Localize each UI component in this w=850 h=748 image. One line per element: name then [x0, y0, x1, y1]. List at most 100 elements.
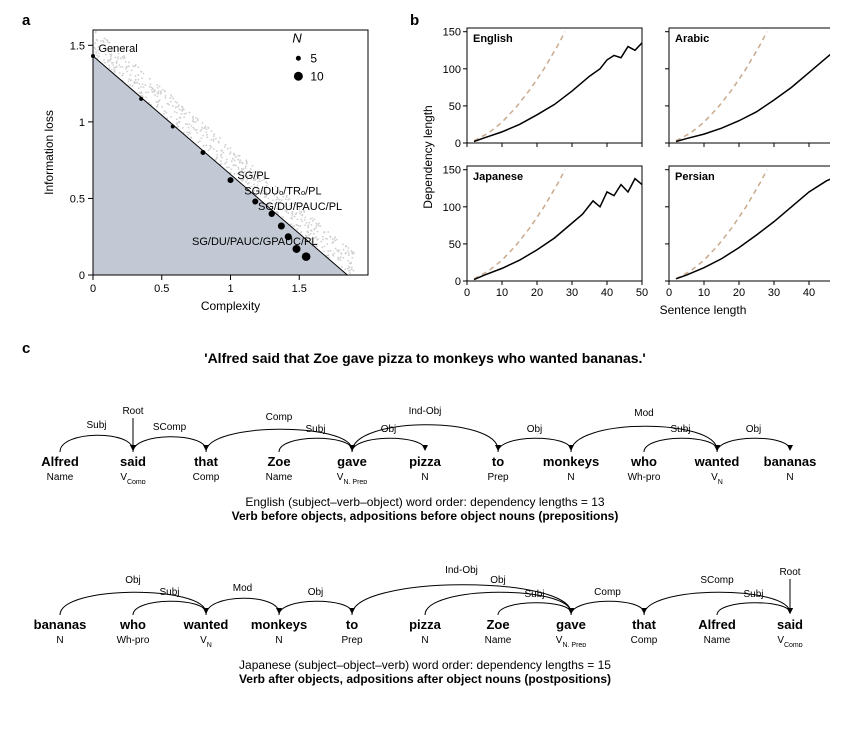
- panel-b-svg: English050100150ArabicJapanese0102030405…: [420, 20, 830, 320]
- svg-text:N: N: [275, 635, 282, 646]
- svg-text:0: 0: [90, 283, 96, 295]
- svg-text:VComp: VComp: [777, 635, 802, 647]
- svg-text:Obj: Obj: [746, 424, 762, 435]
- svg-text:1: 1: [227, 283, 233, 295]
- svg-text:Persian: Persian: [675, 171, 715, 183]
- svg-text:wanted: wanted: [694, 454, 740, 469]
- svg-text:0.5: 0.5: [154, 283, 169, 295]
- svg-text:gave: gave: [556, 617, 586, 632]
- svg-text:Subj: Subj: [159, 587, 179, 598]
- svg-text:Alfred: Alfred: [698, 617, 736, 632]
- svg-text:1.5: 1.5: [70, 40, 85, 52]
- japanese-caption1: Japanese (subject–object–verb) word orde…: [30, 658, 820, 672]
- japanese-caption2: Verb after objects, adpositions after ob…: [30, 672, 820, 686]
- svg-text:50: 50: [449, 101, 461, 113]
- svg-text:to: to: [346, 617, 358, 632]
- svg-text:0: 0: [464, 287, 470, 299]
- svg-text:that: that: [632, 617, 657, 632]
- svg-text:Obj: Obj: [527, 424, 543, 435]
- japanese-tree-svg: bananasNwhoWh-prowantedVNmonkeysNtoPrepp…: [30, 537, 820, 647]
- english-caption1: English (subject–verb–object) word order…: [30, 495, 820, 509]
- svg-text:0: 0: [455, 138, 461, 150]
- svg-text:Comp: Comp: [594, 587, 621, 598]
- svg-text:pizza: pizza: [409, 454, 442, 469]
- svg-text:VN: VN: [200, 635, 212, 647]
- svg-text:Complexity: Complexity: [201, 299, 260, 313]
- svg-text:VN, Prep: VN, Prep: [556, 635, 587, 647]
- svg-text:Prep: Prep: [487, 472, 509, 483]
- svg-text:SG/DU/PAUC/PL: SG/DU/PAUC/PL: [258, 201, 342, 213]
- panel-c: 'Alfred said that Zoe gave pizza to monk…: [30, 350, 820, 730]
- svg-text:N: N: [421, 635, 428, 646]
- svg-text:N: N: [567, 472, 574, 483]
- svg-text:Subj: Subj: [305, 424, 325, 435]
- svg-text:Comp: Comp: [631, 635, 658, 646]
- svg-text:Obj: Obj: [125, 575, 141, 586]
- svg-text:Sentence length: Sentence length: [660, 303, 747, 317]
- svg-text:SComp: SComp: [153, 422, 187, 433]
- svg-text:N: N: [292, 30, 302, 45]
- panel-b: English050100150ArabicJapanese0102030405…: [420, 20, 830, 320]
- svg-text:Wh-pro: Wh-pro: [628, 472, 661, 483]
- svg-text:0: 0: [79, 270, 85, 282]
- svg-text:English: English: [473, 33, 513, 45]
- svg-text:40: 40: [601, 287, 613, 299]
- svg-text:20: 20: [733, 287, 745, 299]
- svg-text:30: 30: [566, 287, 578, 299]
- svg-text:Name: Name: [485, 635, 512, 646]
- svg-text:that: that: [194, 454, 219, 469]
- svg-text:who: who: [630, 454, 657, 469]
- svg-text:SG/PL: SG/PL: [237, 170, 269, 182]
- svg-text:monkeys: monkeys: [251, 617, 307, 632]
- svg-text:N: N: [421, 472, 428, 483]
- svg-text:150: 150: [443, 165, 461, 177]
- svg-text:Dependency length: Dependency length: [421, 105, 435, 208]
- svg-text:Ind-Obj: Ind-Obj: [445, 565, 478, 576]
- sentence-title: 'Alfred said that Zoe gave pizza to monk…: [30, 350, 820, 366]
- svg-text:pizza: pizza: [409, 617, 442, 632]
- svg-text:40: 40: [803, 287, 815, 299]
- svg-text:SComp: SComp: [700, 575, 734, 586]
- svg-text:General: General: [99, 43, 138, 55]
- svg-text:Comp: Comp: [266, 412, 293, 423]
- svg-text:50: 50: [636, 287, 648, 299]
- svg-text:N: N: [786, 472, 793, 483]
- svg-text:said: said: [777, 617, 803, 632]
- svg-text:Subj: Subj: [743, 589, 763, 600]
- svg-text:Wh-pro: Wh-pro: [117, 635, 150, 646]
- svg-text:Subj: Subj: [524, 589, 544, 600]
- panel-a: 00.511.500.511.5ComplexityInformation lo…: [38, 20, 378, 320]
- svg-text:Ind-Obj: Ind-Obj: [409, 406, 442, 417]
- svg-text:N: N: [56, 635, 63, 646]
- svg-text:20: 20: [531, 287, 543, 299]
- english-tree-svg: AlfredNamesaidVCompthatCompZoeNamegaveVN…: [30, 374, 820, 484]
- svg-text:bananas: bananas: [764, 454, 817, 469]
- svg-text:10: 10: [310, 69, 324, 83]
- svg-text:SG/DUₒ/TRₒ/PL: SG/DUₒ/TRₒ/PL: [244, 185, 321, 197]
- svg-text:Name: Name: [266, 472, 293, 483]
- svg-text:who: who: [119, 617, 146, 632]
- svg-text:SG/DU/PAUC/GPAUC/PL: SG/DU/PAUC/GPAUC/PL: [192, 236, 318, 248]
- svg-text:VComp: VComp: [120, 472, 145, 484]
- svg-text:Subj: Subj: [86, 420, 106, 431]
- svg-text:said: said: [120, 454, 146, 469]
- panel-a-svg: 00.511.500.511.5ComplexityInformation lo…: [38, 20, 378, 320]
- svg-text:Subj: Subj: [670, 424, 690, 435]
- svg-text:Root: Root: [779, 567, 800, 578]
- svg-text:Name: Name: [704, 635, 731, 646]
- panel-b-label: b: [410, 12, 419, 29]
- svg-text:10: 10: [698, 287, 710, 299]
- svg-text:5: 5: [310, 51, 317, 65]
- svg-text:10: 10: [496, 287, 508, 299]
- svg-text:30: 30: [768, 287, 780, 299]
- svg-text:Mod: Mod: [634, 408, 653, 419]
- svg-text:0.5: 0.5: [70, 193, 85, 205]
- svg-text:Prep: Prep: [341, 635, 363, 646]
- svg-text:gave: gave: [337, 454, 367, 469]
- svg-text:monkeys: monkeys: [543, 454, 599, 469]
- svg-text:bananas: bananas: [34, 617, 87, 632]
- svg-text:0: 0: [666, 287, 672, 299]
- svg-text:0: 0: [455, 276, 461, 288]
- svg-text:Information loss: Information loss: [42, 110, 56, 195]
- svg-text:Japanese: Japanese: [473, 171, 523, 183]
